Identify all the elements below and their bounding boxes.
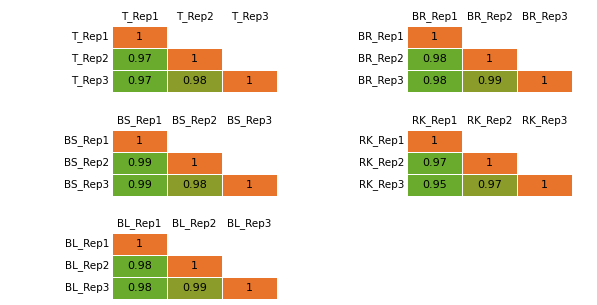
Text: 0.98: 0.98 [422, 76, 447, 86]
Text: 1: 1 [246, 283, 253, 293]
Text: 1: 1 [246, 76, 253, 86]
Text: BL_Rep2: BL_Rep2 [64, 260, 109, 271]
Bar [223, 174, 276, 196]
Text: BR_Rep1: BR_Rep1 [411, 12, 457, 23]
Bar [112, 174, 167, 196]
Text: BL_Rep1: BL_Rep1 [118, 219, 162, 229]
Text: BR_Rep3: BR_Rep3 [522, 12, 567, 23]
Text: 0.97: 0.97 [477, 180, 502, 190]
Text: BS_Rep3: BS_Rep3 [64, 180, 109, 190]
Text: 0.98: 0.98 [182, 76, 207, 86]
Text: 1: 1 [136, 32, 143, 42]
Text: 1: 1 [191, 158, 198, 168]
Text: BS_Rep3: BS_Rep3 [227, 116, 272, 127]
Text: BL_Rep1: BL_Rep1 [64, 239, 109, 249]
Text: 0.97: 0.97 [127, 76, 152, 86]
Text: BR_Rep3: BR_Rep3 [358, 76, 404, 86]
Text: 0.98: 0.98 [127, 261, 152, 271]
Bar [168, 174, 221, 196]
Text: 0.97: 0.97 [422, 158, 447, 168]
Bar [168, 70, 221, 92]
Bar [408, 131, 461, 152]
Text: 0.98: 0.98 [422, 54, 447, 64]
Text: T_Rep1: T_Rep1 [121, 12, 158, 23]
Text: BL_Rep3: BL_Rep3 [227, 219, 272, 229]
Bar [112, 278, 167, 299]
Text: T_Rep2: T_Rep2 [71, 54, 109, 64]
Text: RK_Rep3: RK_Rep3 [359, 180, 404, 190]
Bar [168, 278, 221, 299]
Text: BS_Rep2: BS_Rep2 [64, 158, 109, 168]
Text: 1: 1 [431, 32, 438, 42]
Bar [408, 48, 461, 70]
Bar [223, 70, 276, 92]
Bar [112, 70, 167, 92]
Text: BS_Rep1: BS_Rep1 [117, 116, 162, 127]
Text: 1: 1 [541, 76, 548, 86]
Bar [463, 152, 516, 174]
Bar [463, 174, 516, 196]
Text: T_Rep1: T_Rep1 [71, 31, 109, 42]
Bar [408, 27, 461, 48]
Bar [168, 152, 221, 174]
Bar [463, 48, 516, 70]
Text: 1: 1 [136, 136, 143, 146]
Bar [112, 234, 167, 254]
Bar [112, 48, 167, 70]
Text: 0.98: 0.98 [127, 283, 152, 293]
Text: BL_Rep3: BL_Rep3 [64, 282, 109, 293]
Bar [518, 174, 571, 196]
Bar [112, 27, 167, 48]
Text: 0.99: 0.99 [477, 76, 502, 86]
Text: RK_Rep1: RK_Rep1 [359, 135, 404, 146]
Text: 0.95: 0.95 [422, 180, 447, 190]
Text: 0.98: 0.98 [182, 180, 207, 190]
Text: 0.99: 0.99 [127, 180, 152, 190]
Text: 1: 1 [191, 54, 198, 64]
Bar [112, 256, 167, 277]
Text: BR_Rep2: BR_Rep2 [358, 54, 404, 64]
Text: RK_Rep3: RK_Rep3 [522, 116, 567, 127]
Bar [408, 152, 461, 174]
Text: 1: 1 [541, 180, 548, 190]
Bar [168, 48, 221, 70]
Text: 0.99: 0.99 [182, 283, 207, 293]
Text: RK_Rep2: RK_Rep2 [359, 158, 404, 168]
Text: 1: 1 [486, 158, 493, 168]
Text: BR_Rep1: BR_Rep1 [358, 31, 404, 42]
Bar [408, 174, 461, 196]
Text: RK_Rep2: RK_Rep2 [467, 116, 512, 127]
Bar [223, 278, 276, 299]
Text: T_Rep3: T_Rep3 [230, 12, 269, 23]
Text: 0.97: 0.97 [127, 54, 152, 64]
Bar [168, 256, 221, 277]
Text: T_Rep2: T_Rep2 [176, 12, 213, 23]
Text: BL_Rep2: BL_Rep2 [173, 219, 217, 229]
Text: 1: 1 [246, 180, 253, 190]
Bar [463, 70, 516, 92]
Text: 1: 1 [191, 261, 198, 271]
Text: 0.99: 0.99 [127, 158, 152, 168]
Text: 1: 1 [136, 239, 143, 249]
Bar [112, 152, 167, 174]
Bar [408, 70, 461, 92]
Text: BS_Rep2: BS_Rep2 [172, 116, 217, 127]
Text: BS_Rep1: BS_Rep1 [64, 135, 109, 146]
Text: BR_Rep2: BR_Rep2 [467, 12, 512, 23]
Bar [518, 70, 571, 92]
Text: 1: 1 [431, 136, 438, 146]
Bar [112, 131, 167, 152]
Text: 1: 1 [486, 54, 493, 64]
Text: RK_Rep1: RK_Rep1 [412, 116, 457, 127]
Text: T_Rep3: T_Rep3 [71, 76, 109, 86]
